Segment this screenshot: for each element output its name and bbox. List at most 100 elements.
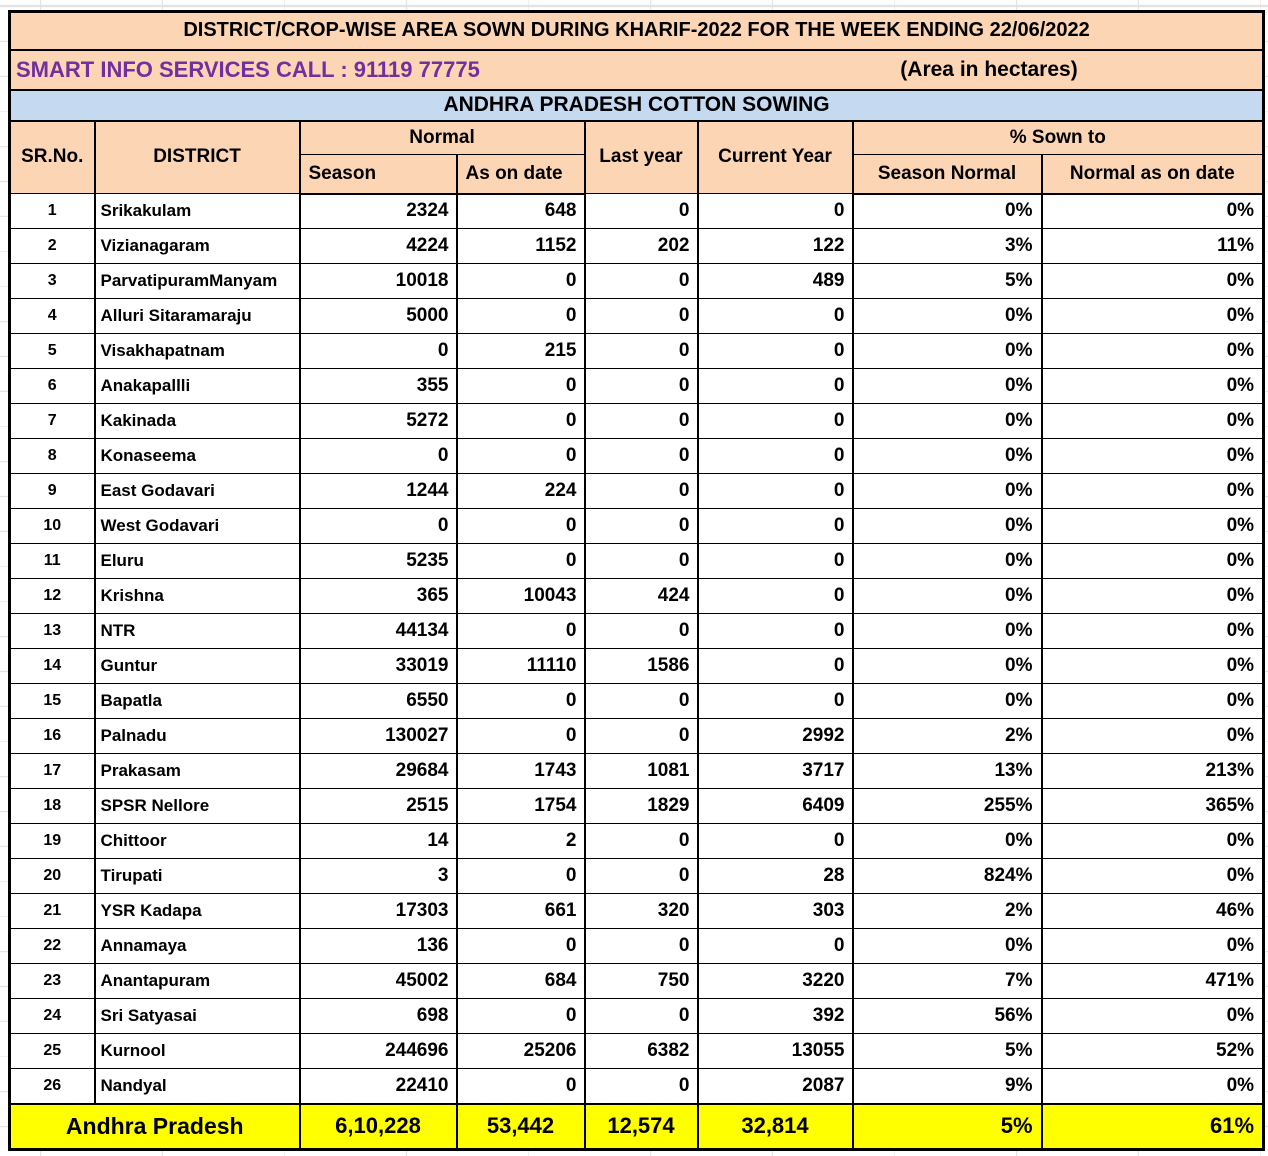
as-on-date-cell: 0	[455, 718, 586, 754]
pct-normal-as-on-date-cell: 0%	[1040, 718, 1265, 754]
pct-season-normal-cell: 3%	[851, 228, 1043, 264]
pct-normal-as-on-date-cell: 0%	[1040, 683, 1265, 719]
current-year-cell: 0	[696, 473, 854, 509]
pct-normal-as-on-date-cell: 471%	[1040, 963, 1265, 999]
district-row: 17 Prakasam 29684 1743 1081 3717 13% 213%	[8, 753, 1265, 789]
col-header-as-on-date: As on date	[455, 154, 586, 195]
as-on-date-cell: 0	[455, 438, 586, 474]
season-cell: 17303	[298, 893, 458, 929]
district-cell: Visakhapatnam	[93, 333, 301, 369]
srno-cell: 7	[8, 403, 96, 439]
district-cell: ParvatipuramManyam	[93, 263, 301, 299]
district-cell: Srikakulam	[93, 193, 301, 229]
pct-season-normal-cell: 0%	[851, 508, 1043, 544]
total-label: Andhra Pradesh	[8, 1102, 301, 1151]
district-cell: Kakinada	[93, 403, 301, 439]
pct-season-normal-cell: 0%	[851, 403, 1043, 439]
srno-cell: 4	[8, 298, 96, 334]
district-cell: Sri Satyasai	[93, 998, 301, 1034]
last-year-cell: 6382	[583, 1033, 699, 1069]
season-cell: 355	[298, 368, 458, 404]
district-row: 23 Anantapuram 45002 684 750 3220 7% 471%	[8, 963, 1265, 999]
info-row: SMART INFO SERVICES CALL : 91119 77775 (…	[8, 48, 1265, 91]
pct-normal-as-on-date-cell: 0%	[1040, 613, 1265, 649]
district-cell: Palnadu	[93, 718, 301, 754]
current-year-cell: 0	[696, 648, 854, 684]
pct-season-normal-cell: 0%	[851, 928, 1043, 964]
district-cell: Krishna	[93, 578, 301, 614]
as-on-date-cell: 0	[455, 298, 586, 334]
as-on-date-cell: 2	[455, 823, 586, 859]
current-year-cell: 489	[696, 263, 854, 299]
current-year-cell: 28	[696, 858, 854, 894]
as-on-date-cell: 25206	[455, 1033, 586, 1069]
season-cell: 2324	[298, 193, 458, 229]
district-row: 9 East Godavari 1244 224 0 0 0% 0%	[8, 473, 1265, 509]
pct-normal-as-on-date-cell: 0%	[1040, 1068, 1265, 1104]
total-pct-season-normal-cell: 5%	[851, 1102, 1043, 1151]
season-cell: 130027	[298, 718, 458, 754]
current-year-cell: 303	[696, 893, 854, 929]
district-cell: East Godavari	[93, 473, 301, 509]
season-cell: 29684	[298, 753, 458, 789]
last-year-cell: 1829	[583, 788, 699, 824]
season-cell: 1244	[298, 473, 458, 509]
season-cell: 33019	[298, 648, 458, 684]
district-row: 7 Kakinada 5272 0 0 0 0% 0%	[8, 403, 1265, 439]
as-on-date-cell: 224	[455, 473, 586, 509]
last-year-cell: 0	[583, 543, 699, 579]
last-year-cell: 0	[583, 263, 699, 299]
current-year-cell: 0	[696, 403, 854, 439]
district-row: 15 Bapatla 6550 0 0 0 0% 0%	[8, 683, 1265, 719]
as-on-date-cell: 11110	[455, 648, 586, 684]
last-year-cell: 0	[583, 333, 699, 369]
srno-cell: 8	[8, 438, 96, 474]
srno-cell: 23	[8, 963, 96, 999]
last-year-cell: 0	[583, 298, 699, 334]
vendor-contact-text: SMART INFO SERVICES CALL : 91119 77775	[16, 56, 480, 82]
as-on-date-cell: 0	[455, 998, 586, 1034]
pct-season-normal-cell: 255%	[851, 788, 1043, 824]
pct-normal-as-on-date-cell: 0%	[1040, 578, 1265, 614]
area-unit-note: (Area in hectares)	[900, 57, 1078, 81]
district-cell: Kurnool	[93, 1033, 301, 1069]
last-year-cell: 750	[583, 963, 699, 999]
district-row: 10 West Godavari 0 0 0 0 0% 0%	[8, 508, 1265, 544]
season-cell: 4224	[298, 228, 458, 264]
srno-cell: 26	[8, 1068, 96, 1104]
season-cell: 136	[298, 928, 458, 964]
last-year-cell: 0	[583, 403, 699, 439]
pct-normal-as-on-date-cell: 0%	[1040, 333, 1265, 369]
district-cell: YSR Kadapa	[93, 893, 301, 929]
state-total-row: Andhra Pradesh 6,10,228 53,442 12,574 32…	[8, 1102, 1265, 1151]
pct-normal-as-on-date-cell: 0%	[1040, 928, 1265, 964]
district-row: 3 ParvatipuramManyam 10018 0 0 489 5% 0%	[8, 263, 1265, 299]
col-header-current-year: Current Year	[696, 119, 854, 194]
pct-season-normal-cell: 9%	[851, 1068, 1043, 1104]
srno-cell: 11	[8, 543, 96, 579]
district-row: 5 Visakhapatnam 0 215 0 0 0% 0%	[8, 333, 1265, 369]
current-year-cell: 0	[696, 368, 854, 404]
total-season-cell: 6,10,228	[298, 1102, 458, 1151]
srno-cell: 25	[8, 1033, 96, 1069]
pct-normal-as-on-date-cell: 52%	[1040, 1033, 1265, 1069]
season-cell: 0	[298, 508, 458, 544]
as-on-date-cell: 661	[455, 893, 586, 929]
pct-season-normal-cell: 56%	[851, 998, 1043, 1034]
as-on-date-cell: 1754	[455, 788, 586, 824]
district-cell: Bapatla	[93, 683, 301, 719]
pct-season-normal-cell: 7%	[851, 963, 1043, 999]
table-body: 1 Srikakulam 2324 648 0 0 0% 0% 2 Vizianagaram 422…	[8, 193, 1265, 1104]
current-year-cell: 0	[696, 438, 854, 474]
column-group-header-row: SR.No. DISTRICT Normal Last year Current…	[8, 119, 1265, 194]
district-row: 8 Konaseema 0 0 0 0 0% 0%	[8, 438, 1265, 474]
district-row: 14 Guntur 33019 11110 1586 0 0% 0%	[8, 648, 1265, 684]
last-year-cell: 0	[583, 613, 699, 649]
col-header-srno: SR.No.	[8, 119, 96, 194]
area-sown-table: DISTRICT/CROP-WISE AREA SOWN DURING KHAR…	[8, 10, 1266, 1151]
pct-normal-as-on-date-cell: 0%	[1040, 403, 1265, 439]
pct-season-normal-cell: 0%	[851, 368, 1043, 404]
current-year-cell: 3717	[696, 753, 854, 789]
srno-cell: 16	[8, 718, 96, 754]
pct-normal-as-on-date-cell: 0%	[1040, 263, 1265, 299]
